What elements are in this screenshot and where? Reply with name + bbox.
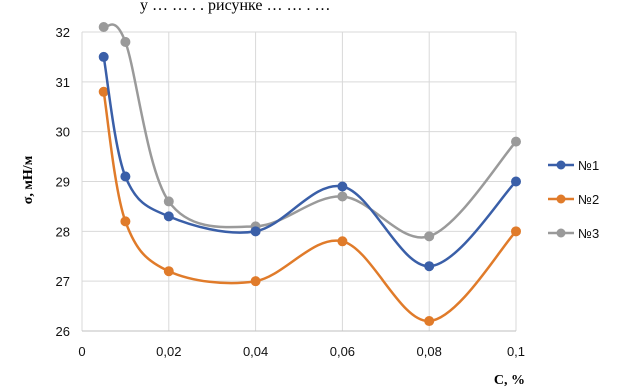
y-tick-label: 26 (56, 324, 70, 339)
legend-marker (556, 160, 566, 170)
y-tick-label: 28 (56, 224, 70, 239)
tick-labels: 26 27 28 29 30 31 32 0 0,02 0,04 0,06 0,08 0,1 (56, 25, 526, 359)
grid-lines (81, 31, 517, 332)
data-point (337, 191, 348, 202)
series-layer (98, 22, 521, 327)
series-2 (98, 86, 521, 327)
legend-item-1: №1 (548, 158, 599, 173)
data-point (163, 211, 174, 222)
y-axis-title: σ, мН/м (21, 155, 36, 204)
x-tick-label: 0,04 (243, 344, 268, 359)
x-axis-title: C, % (494, 373, 525, 388)
data-point (120, 216, 131, 227)
data-point (98, 22, 109, 33)
data-point (424, 261, 435, 272)
legend-label: №1 (578, 158, 599, 173)
legend-item-3: №3 (548, 226, 599, 241)
data-point (511, 136, 521, 147)
data-point (511, 176, 521, 187)
legend-label: №2 (578, 192, 599, 207)
data-point (98, 86, 109, 97)
x-tick-label: 0,02 (156, 344, 181, 359)
data-point (250, 276, 261, 287)
data-point (98, 51, 109, 62)
legend-label: №3 (578, 226, 599, 241)
x-tick-label: 0 (78, 344, 85, 359)
x-tick-label: 0,1 (507, 344, 525, 359)
series-1 (98, 51, 521, 272)
x-tick-label: 0,06 (330, 344, 355, 359)
data-point (337, 181, 348, 192)
top-caption-text: у … … . . рисунке … … . … (140, 0, 331, 14)
legend-marker (556, 228, 566, 238)
data-point (120, 36, 131, 47)
data-point (120, 171, 131, 182)
legend: №1 №2 №3 (548, 158, 599, 241)
data-point (163, 196, 174, 207)
x-tick-label: 0,08 (417, 344, 442, 359)
y-tick-label: 30 (56, 125, 70, 140)
legend-item-2: №2 (548, 192, 599, 207)
data-point (424, 231, 435, 242)
data-point (250, 226, 261, 237)
series-line (102, 91, 517, 323)
y-tick-label: 27 (56, 274, 70, 289)
data-point (511, 226, 521, 237)
data-point (163, 266, 174, 277)
data-point (424, 316, 435, 327)
legend-marker (556, 194, 566, 204)
y-tick-label: 32 (56, 25, 70, 40)
y-tick-label: 29 (56, 175, 70, 190)
series-line (102, 56, 517, 268)
data-point (337, 236, 348, 247)
series-line (102, 23, 517, 239)
y-tick-label: 31 (56, 75, 70, 90)
